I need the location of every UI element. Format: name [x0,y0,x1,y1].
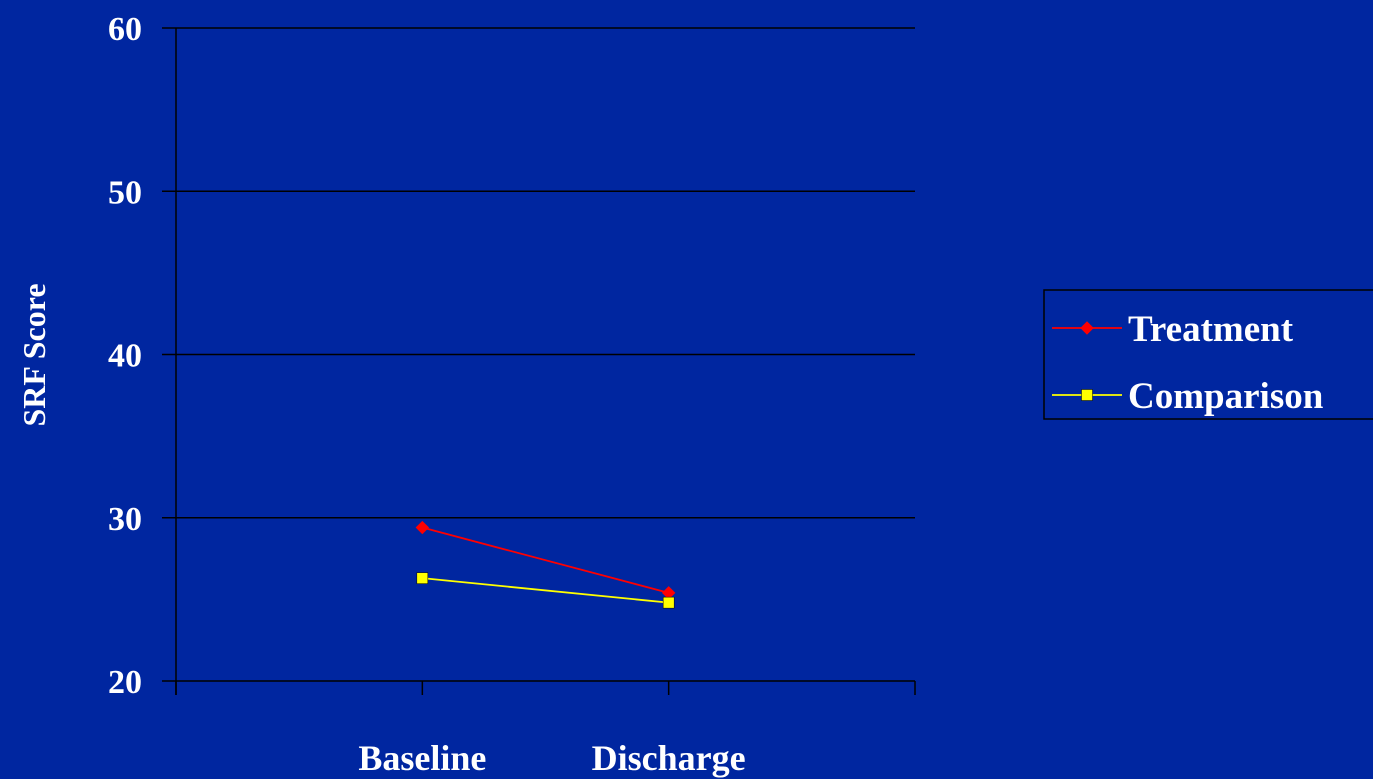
y-tick-label: 40 [108,338,142,375]
series-line-comparison [422,577,669,604]
data-point-comparison [416,572,429,584]
series-markers [415,520,676,609]
gridlines [162,27,915,682]
legend-marker [1081,389,1093,401]
y-axis-label: SRF Score [16,283,52,426]
legend-items: Treatment Comparison [1052,309,1324,417]
y-tick-label: 30 [108,501,142,538]
x-tick-labels: Baseline Discharge [358,738,745,778]
series-line-treatment [422,526,669,594]
legend-marker [1080,321,1094,335]
y-tick-labels: 60 50 40 30 20 [108,11,142,701]
series-lines [422,526,669,604]
legend-label: Comparison [1128,376,1324,417]
y-tick-label: 20 [108,664,142,701]
legend: Treatment Comparison [1043,289,1373,420]
x-tick-label: Baseline [358,738,486,778]
legend-box [1043,289,1373,420]
legend-label: Treatment [1128,309,1294,350]
x-tick-label: Discharge [592,738,746,778]
data-point-comparison [662,596,675,609]
y-tick-label: 60 [108,11,142,48]
data-point-treatment [415,520,430,535]
y-tick-label: 50 [108,174,142,211]
axes [175,28,916,695]
